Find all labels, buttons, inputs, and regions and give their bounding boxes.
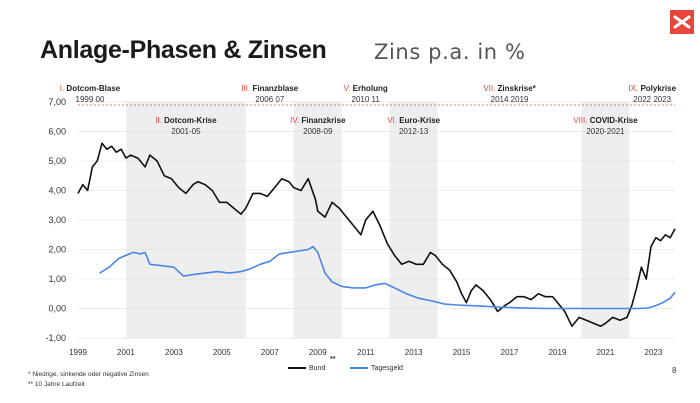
phase-roman: VI. xyxy=(387,116,399,125)
y-tick-label: 4,00 xyxy=(48,186,66,196)
phase-roman: V. xyxy=(344,84,353,93)
x-tick-label: 2011 xyxy=(357,348,375,357)
phase-labels: I. Dotcom-Blase 1999 00 II. Dotcom-Krise 20… xyxy=(60,84,677,136)
footnote-1: * Niedrige, sinkende oder negative Zinse… xyxy=(28,371,149,378)
legend-item-bund: Bund xyxy=(288,365,325,372)
x-tick-label: 2001 xyxy=(117,348,135,357)
phase-roman: I. xyxy=(60,84,67,93)
y-tick-label: 6,00 xyxy=(48,127,66,137)
phase-years-3: 2008-09 xyxy=(303,127,333,136)
phase-roman: IX. xyxy=(628,84,640,93)
series-line-bund xyxy=(77,142,676,328)
phase-name: Dotcom-Krise xyxy=(164,116,217,125)
x-axis: 1999 2001 2003 2005 2007 2009 2011 2013 2015 2017… xyxy=(69,348,663,357)
x-tick-label: 2009 xyxy=(309,348,327,357)
phase-years-8: 2022 2023 xyxy=(633,95,671,104)
y-tick-label: 1,00 xyxy=(48,274,66,284)
y-tick-label: 0,00 xyxy=(48,304,66,314)
phase-roman: II. xyxy=(155,116,164,125)
x-tick-label: 2023 xyxy=(645,348,663,357)
x-tick-label: 2021 xyxy=(597,348,615,357)
phase-years-0: 1999 00 xyxy=(76,95,105,104)
x-tick-label: 2013 xyxy=(405,348,423,357)
phase-years-2: 2006 07 xyxy=(255,95,284,104)
legend-label-tagesgeld: Tagesgeld xyxy=(371,365,403,372)
series-line-tagesgeld xyxy=(99,245,676,310)
x-tick-label: 2017 xyxy=(501,348,519,357)
x-tick-label: 1999 xyxy=(69,348,87,357)
phase-label-3: IV. Finanzkrise xyxy=(290,116,346,125)
y-tick-label: -1,00 xyxy=(45,333,66,343)
phase-name: Euro-Krise xyxy=(399,116,440,125)
phase-years-6: 2014 2019 xyxy=(491,95,529,104)
phase-name: Finanzkrise xyxy=(301,116,346,125)
page-subtitle: Zins p.a. in % xyxy=(374,40,526,64)
phase-label-7: VIII. COVID-Krise xyxy=(573,116,638,125)
y-tick-label: 5,00 xyxy=(48,156,66,166)
legend-footnote-marker: ** xyxy=(330,356,336,363)
phase-label-2: III. Finanzblase xyxy=(241,84,298,93)
phase-years-5: 2012-13 xyxy=(399,127,429,136)
y-tick-label: 3,00 xyxy=(48,215,66,225)
phase-name: Polykrise xyxy=(640,84,676,93)
footnote-2: ** 10 Jahre Laufzeit xyxy=(28,381,85,388)
phase-name: Finanzblase xyxy=(252,84,298,93)
phase-roman: IV. xyxy=(290,116,301,125)
phase-name: Zinskrise* xyxy=(498,84,537,93)
phase-years-4: 2010 11 xyxy=(352,95,381,104)
x-tick-label: 2019 xyxy=(549,348,567,357)
phase-label-1: II. Dotcom-Krise xyxy=(155,116,217,125)
phase-years-1: 2001-05 xyxy=(171,127,201,136)
phase-name: Erholung xyxy=(353,84,388,93)
phase-name: Dotcom-Blase xyxy=(66,84,120,93)
legend-label-bund: Bund xyxy=(309,365,326,372)
x-tick-label: 2007 xyxy=(261,348,279,357)
phase-label-0: I. Dotcom-Blase xyxy=(60,84,121,93)
y-tick-label: 2,00 xyxy=(48,245,66,255)
phase-label-4: V. Erholung xyxy=(344,84,388,93)
legend-swatch-tagesgeld xyxy=(350,367,368,370)
page-title: Anlage-Phasen & Zinsen xyxy=(40,36,327,64)
phase-name: COVID-Krise xyxy=(590,116,639,125)
series-lines xyxy=(77,142,676,328)
x-tick-label: 2003 xyxy=(165,348,183,357)
phase-label-6: VII. Zinskrise* xyxy=(483,84,536,93)
x-logo-icon xyxy=(670,10,694,34)
phase-label-5: VI. Euro-Krise xyxy=(387,116,440,125)
gridlines xyxy=(78,101,675,339)
page-number: 8 xyxy=(672,366,677,375)
phase-years-7: 2020-2021 xyxy=(586,127,625,136)
phase-roman: VII. xyxy=(483,84,497,93)
y-tick-label: 7,00 xyxy=(48,97,66,107)
phase-roman: III. xyxy=(241,84,252,93)
y-axis: 7,00 6,00 5,00 4,00 3,00 2,00 1,00 0,00 -1,00 xyxy=(45,97,66,343)
legend-item-tagesgeld: Tagesgeld xyxy=(350,365,403,372)
legend-swatch-bund xyxy=(288,367,306,370)
x-tick-label: 2005 xyxy=(213,348,231,357)
x-tick-label: 2015 xyxy=(453,348,471,357)
phase-label-8: IX. Polykrise xyxy=(628,84,676,93)
phase-roman: VIII. xyxy=(573,116,589,125)
